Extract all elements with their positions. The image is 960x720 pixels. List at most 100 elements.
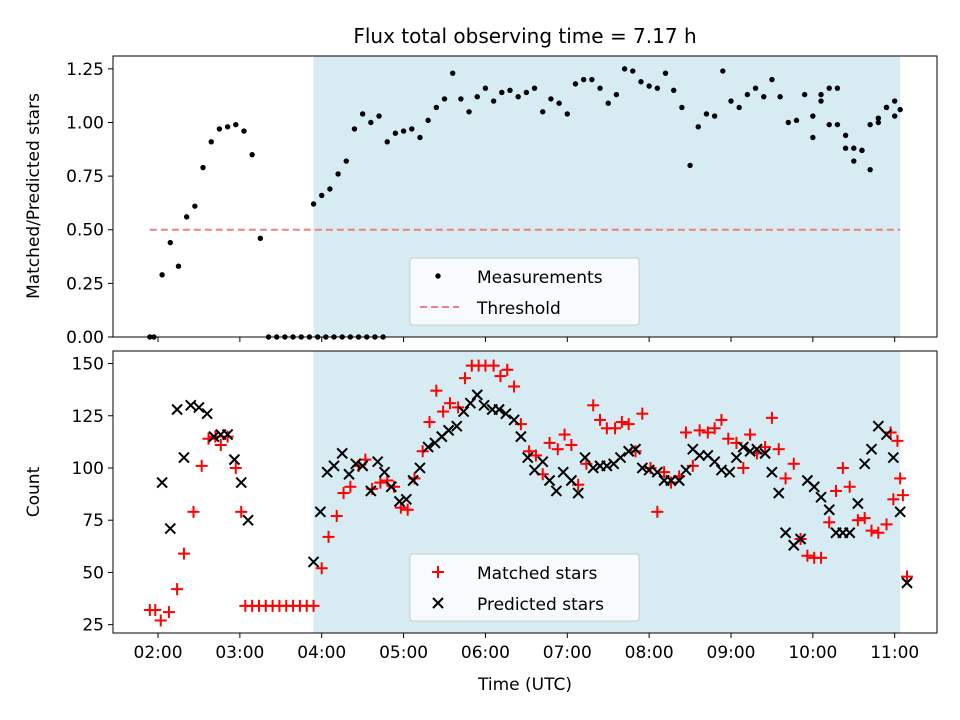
measurement-point [818, 91, 824, 98]
measurement-point [200, 164, 206, 171]
matched-star-point [162, 606, 175, 619]
measurement-point [384, 139, 390, 145]
measurement-point [834, 121, 841, 128]
predicted-star-point [766, 466, 778, 478]
matched-star-point [823, 516, 836, 529]
predicted-star-point [751, 443, 763, 455]
top-legend-box [409, 257, 640, 326]
measurement-point [897, 106, 903, 113]
measurement-point [826, 121, 832, 128]
measurement-point [208, 139, 214, 145]
measurement-point [621, 66, 628, 72]
measurement-point [589, 76, 595, 83]
matched-star-point [565, 439, 578, 451]
predicted-star-point [708, 456, 721, 468]
matched-star-point [779, 472, 792, 485]
measurement-point [474, 94, 480, 100]
matched-star-point [693, 424, 706, 437]
predicted-star-point [185, 399, 197, 412]
matched-star-point [501, 363, 514, 376]
bottom-axes-frame [112, 350, 938, 634]
predicted-star-point [356, 460, 369, 472]
top-panel: 0.00 0.25 0.50 0.75 1.00 1.25 Matched/Predict… [24, 55, 938, 348]
measurement-point [785, 119, 791, 126]
bottom-y-tick-label: 50 [82, 563, 104, 583]
matched-star-point [315, 562, 328, 575]
matched-star-point [872, 526, 885, 539]
matched-star-point [401, 503, 414, 516]
predicted-star-point [815, 491, 827, 503]
top-y-tick-label: 0.50 [66, 221, 104, 241]
matched-star-point [177, 547, 190, 560]
measurement-point [257, 235, 264, 242]
matched-star-point [171, 583, 184, 596]
predicted-star-point [508, 414, 520, 426]
bottom-y-ticks: 25 50 75 100 125 150 [72, 355, 113, 636]
measurement-point [851, 145, 857, 151]
matched-star-point [437, 405, 450, 418]
predicted-star-point [464, 397, 477, 409]
measurement-point [327, 186, 333, 192]
predicted-star-point [643, 464, 655, 476]
measurement-point [695, 124, 701, 130]
matched-star-point [715, 413, 728, 426]
matched-star-point [423, 416, 436, 429]
measurement-point [368, 119, 374, 126]
predicted-star-point [737, 441, 749, 453]
predicted-star-point [550, 485, 563, 497]
matched-star-point [594, 413, 607, 426]
measurement-point [671, 87, 677, 94]
matched-star-point [322, 530, 335, 543]
predicted-star-point [164, 522, 177, 535]
predicted-star-point [171, 403, 183, 416]
measurement-point [769, 76, 775, 83]
measurement-point [687, 162, 693, 169]
measurement-point [842, 145, 849, 151]
legend-predicted-marker [432, 597, 444, 609]
measurement-point [233, 121, 239, 128]
top-x-ticks [157, 337, 896, 342]
matched-star-point [894, 472, 907, 485]
predicted-star-point [414, 462, 426, 474]
matched-star-point [884, 426, 897, 439]
matched-star-point [374, 476, 387, 489]
predicted-star-point [208, 430, 220, 443]
predicted-star-point [730, 451, 743, 464]
predicted-star-point [493, 403, 505, 416]
measurement-point [523, 89, 530, 96]
matched-star-point [830, 484, 843, 497]
measurement-point [859, 147, 865, 154]
matched-star-point [494, 370, 507, 383]
predicted-star-point [629, 443, 642, 455]
matched-star-point [443, 397, 456, 410]
matched-star-point [772, 443, 785, 456]
measurement-point [761, 94, 767, 100]
measurement-point [449, 70, 456, 76]
matched-star-point [195, 459, 208, 472]
measurement-point [834, 85, 841, 91]
measurement-point [216, 126, 223, 132]
bottom-points-layer [143, 359, 913, 627]
matched-star-point [858, 512, 871, 525]
matched-star-point [900, 570, 913, 583]
measurement-point [630, 68, 636, 74]
legend-measurements-label: Measurements [477, 268, 603, 288]
predicted-star-point [221, 428, 234, 441]
top-y-tick-label: 0.25 [66, 274, 104, 294]
matched-star-point [154, 614, 167, 627]
legend-threshold-label: Threshold [476, 299, 561, 319]
top-y-ticks: 0.00 0.25 0.50 0.75 1.00 1.25 [66, 60, 113, 348]
measurement-point [507, 87, 513, 94]
measurement-point [744, 91, 751, 98]
bottom-y-tick-label: 75 [82, 511, 104, 531]
predicted-star-point [572, 487, 584, 499]
predicted-star-point [614, 451, 627, 464]
top-y-tick-label: 0.00 [66, 328, 104, 348]
measurement-point [192, 203, 198, 209]
measurement-point [425, 117, 431, 124]
predicted-star-point [422, 441, 434, 453]
measurement-point [335, 171, 341, 177]
measurement-point [183, 214, 190, 220]
matched-star-point [722, 432, 735, 445]
predicted-star-point [193, 401, 205, 414]
